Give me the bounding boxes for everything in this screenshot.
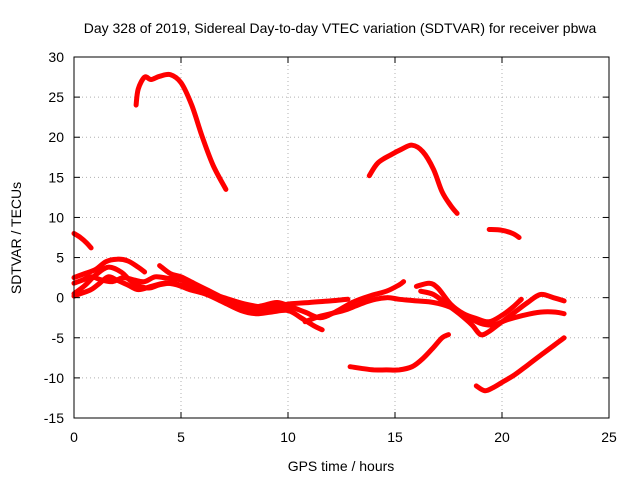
y-tick-label: 25: [48, 89, 64, 105]
series-group: [71, 71, 567, 394]
y-tick-label: 20: [48, 129, 64, 145]
series-line-arc-8: [71, 274, 325, 333]
series-line-arc-6: [71, 264, 351, 310]
plot-frame: [73, 56, 610, 419]
x-tick-label: 10: [280, 429, 296, 445]
x-tick-label: 15: [387, 429, 403, 445]
y-tick-label: 10: [48, 209, 64, 225]
axis-ticks: 0 5 10 15 20 25 -15 -10 -5 0 5 10 15 20 25 30: [44, 49, 617, 445]
x-tick-label: 5: [177, 429, 185, 445]
series-line-arc-12: [413, 280, 524, 325]
series-line-arc-1: [133, 71, 229, 192]
y-tick-label: -10: [44, 370, 64, 386]
y-tick-label: -5: [52, 330, 65, 346]
x-tick-label: 25: [601, 429, 617, 445]
series-line-arc-11: [418, 288, 567, 338]
y-tick-label: 30: [48, 49, 64, 65]
series-line-arc-13: [347, 332, 451, 373]
y-tick-label: 0: [56, 290, 64, 306]
chart-title: Day 328 of 2019, Sidereal Day-to-day VTE…: [84, 20, 597, 36]
series-line-arc-14: [473, 335, 567, 394]
y-tick-label: 15: [48, 169, 64, 185]
y-tick-label: 5: [56, 250, 64, 266]
series-line-arc-9: [157, 263, 407, 321]
grid: [74, 57, 609, 418]
y-tick-label: -15: [44, 410, 64, 426]
x-axis-label: GPS time / hours: [288, 458, 395, 474]
series-line-arc-10: [302, 295, 567, 328]
x-tick-label: 0: [70, 429, 78, 445]
series-line-arc-2: [366, 142, 460, 216]
series-line-arc-4: [71, 231, 94, 251]
y-axis-label: SDTVAR / TECUs: [8, 182, 24, 294]
series-line-arc-3: [486, 227, 522, 240]
series-line-arc-5: [71, 256, 148, 281]
x-tick-label: 20: [494, 429, 510, 445]
